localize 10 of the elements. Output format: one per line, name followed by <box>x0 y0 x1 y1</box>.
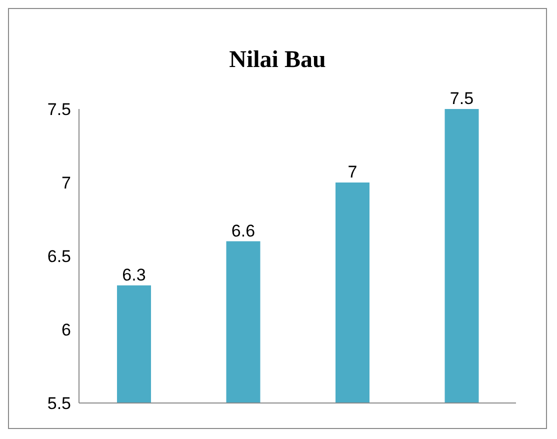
y-tick-label: 6.5 <box>47 247 71 266</box>
y-tick-label: 6 <box>62 320 71 340</box>
y-tick-label: 5.5 <box>47 394 71 414</box>
data-label: 7 <box>348 162 358 182</box>
data-label: 7.5 <box>450 89 474 108</box>
y-tick-label: 7.5 <box>47 100 71 120</box>
data-label: 6.6 <box>231 221 256 240</box>
y-tick-label: 7 <box>62 174 71 193</box>
chart-title: Nilai Bau <box>228 47 327 74</box>
data-label: 6.3 <box>122 265 146 284</box>
